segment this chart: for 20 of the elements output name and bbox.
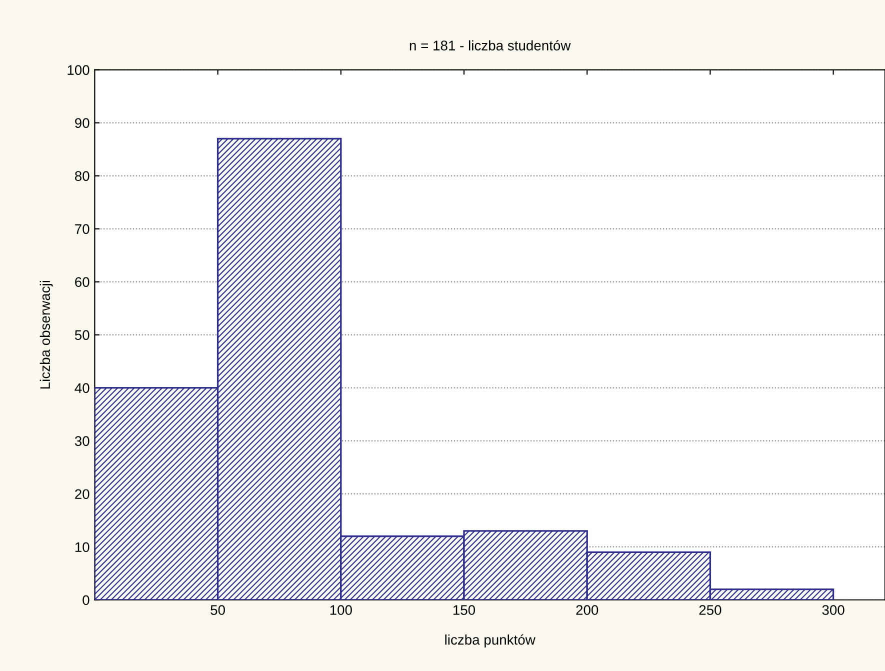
x-tick-label: 250 (699, 605, 722, 615)
x-tick-label: 300 (822, 605, 844, 615)
x-tick-label: 150 (453, 605, 476, 615)
y-tick-label: 30 (74, 436, 90, 446)
y-tick-label: 40 (74, 383, 90, 394)
y-tick-label: 90 (75, 118, 90, 128)
x-tick-label: 200 (576, 605, 598, 615)
x-tick-label: 100 (330, 605, 352, 615)
y-tick-label: 100 (68, 65, 90, 75)
x-axis-title: liczba punktów (445, 634, 536, 648)
y-tick-label: 50 (74, 330, 90, 340)
x-tick-label: 50 (210, 605, 225, 615)
y-tick-label: 70 (75, 224, 90, 234)
chart-title: n = 181 - liczba studentów (410, 40, 571, 50)
y-tick-label: 0 (82, 595, 90, 606)
y-tick-label: 20 (75, 489, 90, 500)
y-tick-label: 80 (74, 171, 90, 181)
y-tick-label: 10 (75, 542, 90, 552)
y-tick-label: 60 (75, 277, 90, 287)
y-axis-title: Liczba obserwacji (40, 280, 53, 388)
